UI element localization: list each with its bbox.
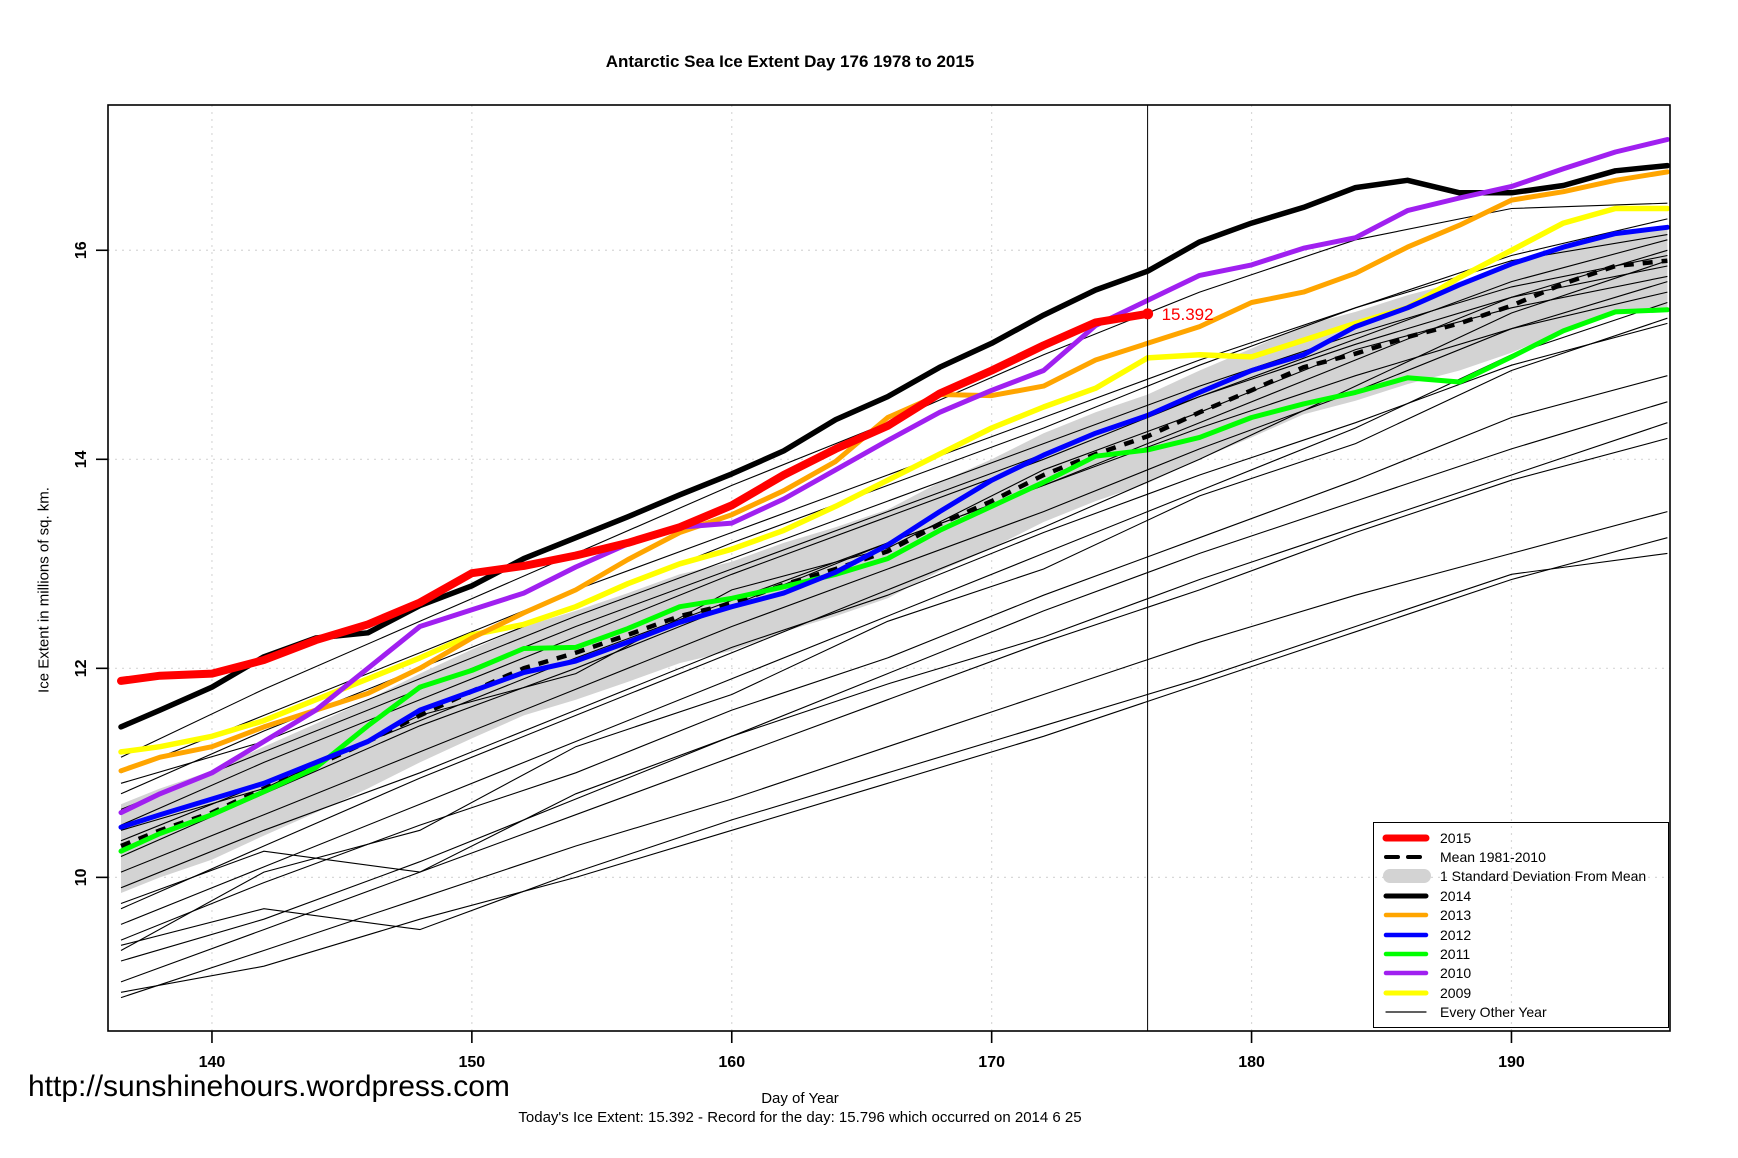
line-swatch-icon bbox=[1383, 913, 1429, 918]
y-tick-label: 10 bbox=[73, 868, 90, 886]
y-tick-label: 14 bbox=[73, 450, 90, 468]
x-tick-label: 160 bbox=[718, 1054, 745, 1071]
legend-label: 2014 bbox=[1440, 887, 1472, 904]
legend-item-2011: 2011 bbox=[1374, 945, 1668, 963]
y-axis-title: Ice Extent in millions of sq. km. bbox=[35, 487, 53, 693]
line-swatch-icon bbox=[1383, 951, 1429, 957]
annotation-value-label: 15.392 bbox=[1162, 305, 1214, 324]
line-swatch-icon bbox=[1382, 834, 1430, 842]
every-other-year-line bbox=[120, 260, 1668, 910]
series-2009-line bbox=[118, 205, 1671, 755]
series-2015-line bbox=[117, 309, 1152, 685]
legend-label: 2012 bbox=[1440, 926, 1472, 943]
legend-label: 2009 bbox=[1440, 984, 1472, 1001]
series-2011-line bbox=[118, 307, 1670, 854]
legend-label: Mean 1981-2010 bbox=[1440, 849, 1546, 866]
footer-url: http://sunshinehours.wordpress.com bbox=[28, 1070, 510, 1103]
series-2014-line bbox=[118, 162, 1671, 730]
plot-border bbox=[107, 104, 1671, 1032]
x-axis-title: Day of Year bbox=[761, 1090, 839, 1107]
every-other-year-line bbox=[120, 265, 1668, 810]
every-other-year-line bbox=[120, 537, 1668, 993]
every-other-year-line bbox=[120, 552, 1668, 946]
legend: 2015 Mean 1981-2010 1 Standard Deviation F… bbox=[1373, 822, 1669, 1028]
legend-item-2013: 2013 bbox=[1374, 906, 1668, 924]
every-other-year-line bbox=[120, 322, 1668, 889]
legend-label: 2013 bbox=[1440, 907, 1472, 924]
band-swatch-icon bbox=[1383, 869, 1431, 884]
every-other-year-line bbox=[120, 422, 1668, 905]
every-other-year-line bbox=[120, 234, 1668, 774]
series-2013-line bbox=[118, 169, 1670, 774]
x-tick-label: 180 bbox=[1238, 1054, 1265, 1071]
x-tick-label: 150 bbox=[459, 1054, 486, 1071]
every-other-year-line bbox=[120, 202, 1668, 758]
line-swatch-icon bbox=[1385, 1011, 1427, 1013]
every-other-year-line bbox=[120, 239, 1668, 826]
every-other-year-line bbox=[120, 254, 1668, 784]
legend-label: Every Other Year bbox=[1440, 1004, 1547, 1021]
legend-label: 2015 bbox=[1440, 829, 1472, 846]
every-other-year-line bbox=[120, 317, 1668, 951]
every-other-year-line bbox=[120, 218, 1668, 795]
y-tick-label: 16 bbox=[73, 241, 90, 259]
every-other-year-line bbox=[120, 437, 1668, 983]
x-tick-label: 170 bbox=[978, 1054, 1005, 1071]
legend-item-1-standard-deviation-from-mean: 1 Standard Deviation From Mean bbox=[1374, 867, 1668, 885]
footer-caption: Today's Ice Extent: 15.392 - Record for … bbox=[518, 1109, 1082, 1126]
series-2010-line bbox=[118, 137, 1670, 816]
line-swatch-icon bbox=[1383, 932, 1429, 937]
legend-item-2015: 2015 bbox=[1374, 829, 1668, 847]
x-tick-label: 190 bbox=[1498, 1054, 1525, 1071]
legend-item-mean-1981-2010: Mean 1981-2010 bbox=[1374, 848, 1668, 866]
line-swatch-icon bbox=[1383, 990, 1429, 996]
every-other-year-line bbox=[120, 281, 1668, 873]
y-tick-label: 12 bbox=[73, 659, 90, 677]
legend-label: 2011 bbox=[1440, 946, 1471, 963]
legend-item-2010: 2010 bbox=[1374, 964, 1668, 982]
legend-label: 1 Standard Deviation From Mean bbox=[1440, 868, 1647, 885]
legend-item-2009: 2009 bbox=[1374, 984, 1668, 1002]
legend-item-2014: 2014 bbox=[1374, 887, 1668, 905]
chart-title: Antarctic Sea Ice Extent Day 176 1978 to… bbox=[605, 52, 975, 71]
line-swatch-icon bbox=[1383, 971, 1429, 976]
every-other-year-line bbox=[120, 401, 1668, 962]
x-tick-label: 140 bbox=[199, 1054, 226, 1071]
line-swatch-icon bbox=[1383, 893, 1429, 899]
legend-item-every-other-year: Every Other Year bbox=[1374, 1003, 1668, 1021]
legend-item-2012: 2012 bbox=[1374, 926, 1668, 944]
legend-label: 2010 bbox=[1440, 965, 1472, 982]
std-deviation-band bbox=[121, 229, 1668, 893]
line-swatch-icon bbox=[1384, 855, 1428, 860]
series-2012-line bbox=[118, 224, 1670, 830]
series-2015-end-dot bbox=[1142, 308, 1154, 320]
every-other-year-line bbox=[120, 511, 1668, 999]
